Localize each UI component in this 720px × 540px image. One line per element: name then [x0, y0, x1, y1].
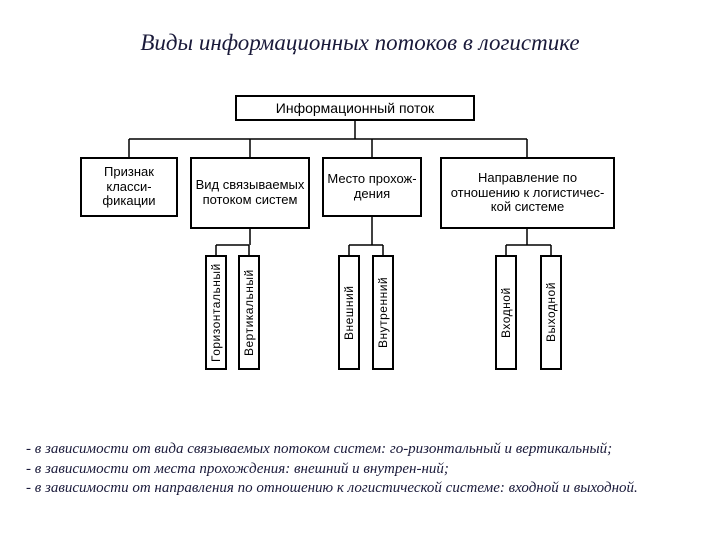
leaf-node: Горизонтальный — [205, 255, 227, 370]
footnote-line: - в зависимости от направления по отноше… — [26, 479, 694, 499]
footnotes: - в зависимости от вида связываемых пото… — [26, 440, 694, 499]
footnote-line: - в зависимости от вида связываемых пото… — [26, 440, 694, 460]
page-title: Виды информационных потоков в логистике — [0, 30, 720, 56]
leaf-node: Внешний — [338, 255, 360, 370]
tree-diagram: Информационный поток Признак класси-фика… — [80, 95, 640, 395]
category-node: Признак класси-фикации — [80, 157, 178, 217]
leaf-node: Выходной — [540, 255, 562, 370]
leaf-node: Входной — [495, 255, 517, 370]
category-node: Направление по отношению к логистичес-ко… — [440, 157, 615, 229]
category-node: Место прохож-дения — [322, 157, 422, 217]
category-node: Вид связываемых потоком систем — [190, 157, 310, 229]
leaf-node: Внутренний — [372, 255, 394, 370]
footnote-line: - в зависимости от места прохождения: вн… — [26, 460, 694, 480]
root-node: Информационный поток — [235, 95, 475, 121]
leaf-node: Вертикальный — [238, 255, 260, 370]
